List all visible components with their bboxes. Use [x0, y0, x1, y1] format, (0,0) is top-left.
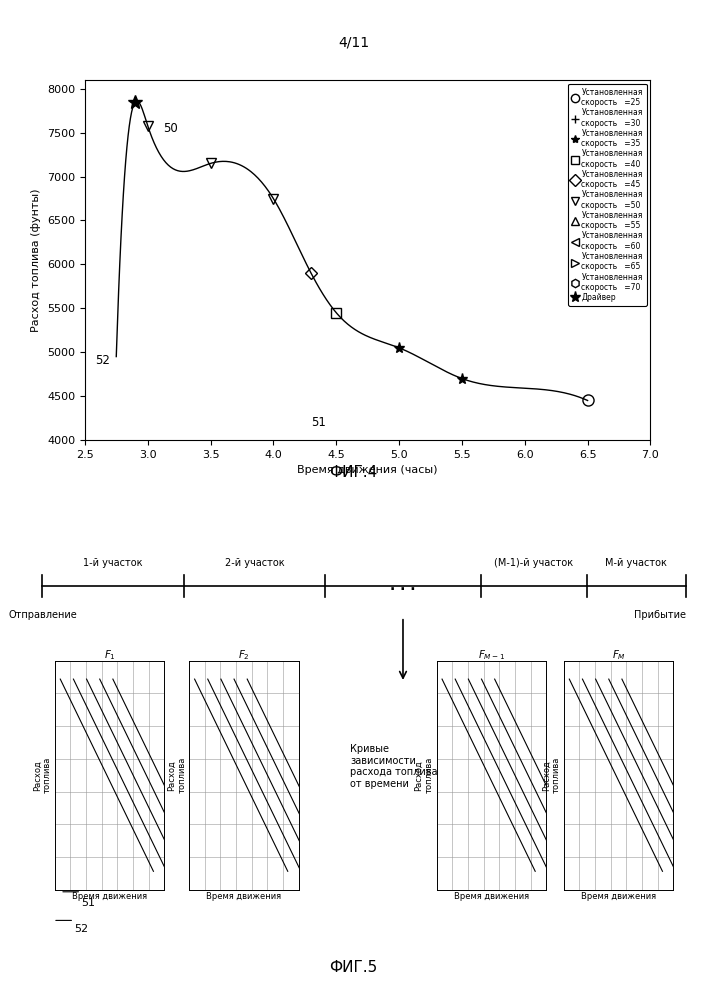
Text: M-й участок: M-й участок	[605, 558, 667, 568]
Y-axis label: Расход
топлива: Расход топлива	[542, 757, 561, 793]
X-axis label: Время движения: Время движения	[454, 892, 529, 901]
X-axis label: Время движения: Время движения	[206, 892, 281, 901]
Text: 2-й участок: 2-й участок	[225, 558, 284, 568]
Y-axis label: Расход
топлива: Расход топлива	[414, 757, 434, 793]
X-axis label: Время движения: Время движения	[72, 892, 147, 901]
Text: Кривые
зависимости
расхода топлива
от времени: Кривые зависимости расхода топлива от вр…	[350, 744, 438, 789]
Y-axis label: Расход топлива (фунты): Расход топлива (фунты)	[31, 188, 42, 332]
Text: Прибытие: Прибытие	[633, 610, 686, 620]
Legend: Установленная
скорость   =25, Установленная
скорость   =30, Установленная
скорос: Установленная скорость =25, Установленна…	[568, 84, 647, 306]
Title: $F_2$: $F_2$	[238, 648, 250, 662]
Text: 51: 51	[81, 898, 95, 908]
Text: ФИГ.4: ФИГ.4	[329, 465, 378, 480]
Title: $F_M$: $F_M$	[612, 648, 626, 662]
Text: ФИГ.5: ФИГ.5	[329, 960, 378, 975]
X-axis label: Время движения (часы): Время движения (часы)	[298, 465, 438, 475]
Text: 50: 50	[163, 122, 177, 135]
Text: (M-1)-й участок: (M-1)-й участок	[494, 558, 573, 568]
Text: 1-й участок: 1-й участок	[83, 558, 143, 568]
Text: 52: 52	[95, 354, 110, 367]
Y-axis label: Расход
топлива: Расход топлива	[167, 757, 187, 793]
Text: . . .: . . .	[390, 579, 416, 593]
X-axis label: Время движения: Время движения	[581, 892, 656, 901]
Text: 4/11: 4/11	[338, 35, 369, 49]
Title: $F_1$: $F_1$	[104, 648, 115, 662]
Y-axis label: Расход
топлива: Расход топлива	[33, 757, 52, 793]
Text: Отправление: Отправление	[8, 610, 77, 620]
Text: 51: 51	[311, 416, 326, 429]
Text: 52: 52	[74, 924, 88, 934]
Title: $F_{M-1}$: $F_{M-1}$	[478, 648, 505, 662]
